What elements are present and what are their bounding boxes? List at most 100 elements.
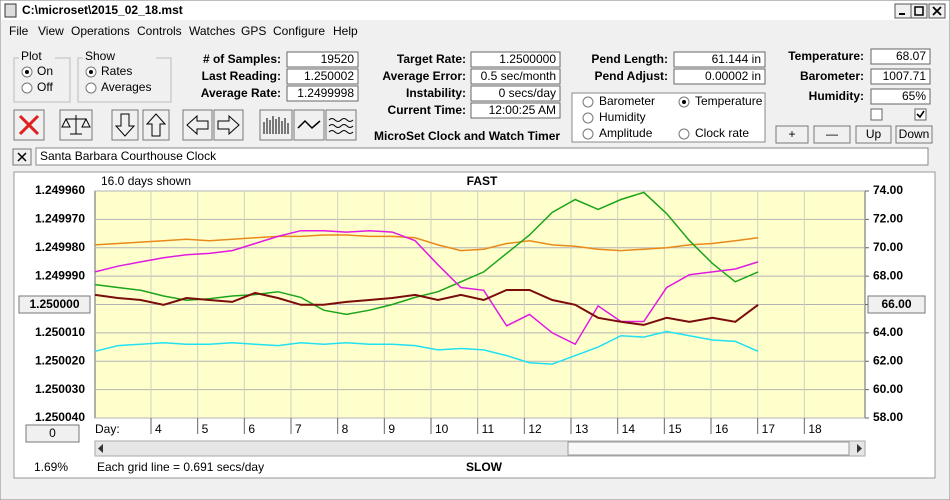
y-tick-label: 1.249990 xyxy=(35,268,85,282)
button-label[interactable]: Down xyxy=(899,127,930,141)
footer-note: Each grid line = 0.691 secs/day xyxy=(97,460,264,474)
legend-label[interactable]: Amplitude xyxy=(599,126,653,140)
y2-tick-label: 64.00 xyxy=(873,325,903,339)
chart-button[interactable] xyxy=(867,295,926,314)
button[interactable] xyxy=(775,125,809,144)
field-box xyxy=(470,85,561,102)
field-label: # of Samples: xyxy=(203,52,281,66)
legend-label[interactable]: Clock rate xyxy=(695,126,749,140)
title-bar xyxy=(1,1,949,20)
legend-radio[interactable] xyxy=(678,128,690,140)
group-title: Show xyxy=(85,49,115,63)
app-icon xyxy=(4,3,17,18)
minimize-button[interactable] xyxy=(894,3,912,19)
chart-button[interactable] xyxy=(18,295,91,314)
menu-item[interactable]: File xyxy=(9,24,29,38)
legend-label[interactable]: Barometer xyxy=(599,94,655,108)
field-label: Pend Adjust: xyxy=(594,69,668,83)
y-tick-label: 1.250040 xyxy=(35,410,85,424)
x-tick-label: 11 xyxy=(482,422,495,436)
footer-left: 1.69% xyxy=(34,460,68,474)
up-button[interactable] xyxy=(142,109,170,141)
x-tick-label: 15 xyxy=(668,422,682,436)
scroll-left-arrow[interactable] xyxy=(98,444,103,453)
button-label[interactable]: Up xyxy=(866,127,882,141)
legend-label[interactable]: Humidity xyxy=(599,110,646,124)
down-icon xyxy=(114,113,136,137)
legend-panel xyxy=(571,92,766,143)
menu-item[interactable]: Controls xyxy=(137,24,182,38)
field-value: 19520 xyxy=(321,52,355,66)
checkmark xyxy=(916,110,925,119)
field-value: 1.2499998 xyxy=(297,86,354,100)
button[interactable] xyxy=(813,125,851,144)
wave-icon xyxy=(297,119,321,130)
button-label[interactable]: + xyxy=(788,127,795,141)
maximize-button[interactable] xyxy=(910,3,928,19)
chart-button[interactable] xyxy=(25,424,80,443)
menu-item[interactable]: Operations xyxy=(71,24,130,38)
chart-button-label[interactable]: 66.00 xyxy=(881,297,911,311)
field-value: 0.00002 in xyxy=(705,69,761,83)
radio-label[interactable]: On xyxy=(37,64,53,78)
legend-radio[interactable] xyxy=(582,96,594,108)
legend-radio[interactable] xyxy=(582,128,594,140)
menu-item[interactable]: View xyxy=(38,24,64,38)
app-name: MicroSet Clock and Watch Timer xyxy=(374,129,560,143)
field-value: 65% xyxy=(902,89,926,103)
field-value: 68.07 xyxy=(896,49,926,63)
x-label: Day: xyxy=(95,422,120,436)
checkbox[interactable] xyxy=(870,108,883,121)
field-box xyxy=(673,51,766,68)
field-label: Current Time: xyxy=(388,103,466,117)
button-label[interactable]: — xyxy=(826,127,838,141)
radio[interactable] xyxy=(85,82,97,94)
radio-label[interactable]: Averages xyxy=(101,80,151,94)
y-tick-label: 1.250010 xyxy=(35,325,85,339)
radio-label[interactable]: Rates xyxy=(101,64,132,78)
y2-tick-label: 68.00 xyxy=(873,268,903,282)
field-label: Target Rate: xyxy=(397,52,466,66)
radio-dot xyxy=(89,70,93,74)
chart-button-label[interactable]: 0 xyxy=(49,426,56,440)
down-button[interactable] xyxy=(111,109,139,141)
radio-label[interactable]: Off xyxy=(37,80,53,94)
button[interactable] xyxy=(895,125,933,144)
scroll-thumb[interactable] xyxy=(567,441,850,456)
window-title: C:\microset\2015_02_18.mst xyxy=(22,3,183,17)
field-value: 0.5 sec/month xyxy=(481,69,556,83)
waves-icon xyxy=(328,118,354,134)
window-controls[interactable] xyxy=(894,3,946,19)
maximize-glyph xyxy=(914,6,924,16)
chart-bottom-title: SLOW xyxy=(466,460,503,474)
menu-item[interactable]: Help xyxy=(333,24,358,38)
series-line xyxy=(94,229,759,346)
radio[interactable] xyxy=(21,82,33,94)
field-label: Average Rate: xyxy=(201,86,281,100)
checkbox[interactable] xyxy=(914,108,927,121)
right-icon xyxy=(217,114,240,136)
field-label: Average Error: xyxy=(382,69,466,83)
chart-button-label[interactable]: 1.250000 xyxy=(29,297,79,311)
legend-label[interactable]: Temperature xyxy=(695,94,763,108)
field-label: Last Reading: xyxy=(202,69,281,83)
clock-name-box[interactable] xyxy=(35,147,929,166)
y-tick-label: 1.250020 xyxy=(35,353,85,367)
radio-dot xyxy=(25,70,29,74)
group-title-bg xyxy=(83,50,156,64)
button[interactable] xyxy=(855,125,892,144)
scroll-right-arrow[interactable] xyxy=(857,444,862,453)
x-tick-label: 8 xyxy=(342,422,349,436)
y2-tick-label: 72.00 xyxy=(873,212,903,226)
field-label: Instability: xyxy=(406,86,466,100)
menu-item[interactable]: GPS xyxy=(241,24,266,38)
field-value: 61.144 in xyxy=(712,52,761,66)
menu-item[interactable]: Configure xyxy=(273,24,325,38)
legend-radio[interactable] xyxy=(582,112,594,124)
x-tick-label: 6 xyxy=(248,422,255,436)
y2-tick-label: 60.00 xyxy=(873,382,903,396)
field-label: Barometer: xyxy=(800,69,864,83)
menu-item[interactable]: Watches xyxy=(189,24,235,38)
y-tick-label: 1.249970 xyxy=(35,212,85,226)
